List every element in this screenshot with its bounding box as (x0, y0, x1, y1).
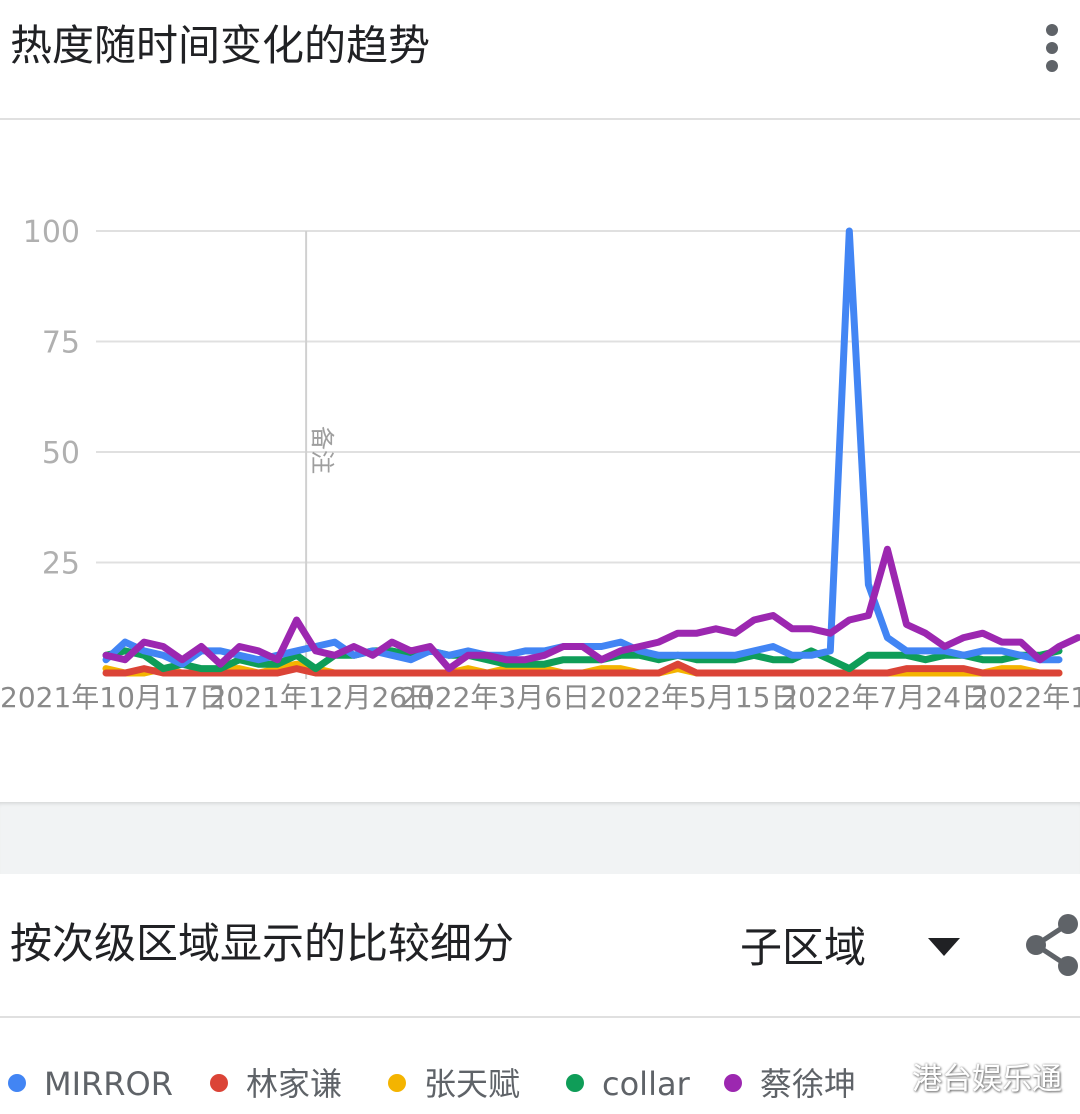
y-tick-label: 50 (42, 436, 80, 471)
more-vert-icon[interactable] (1038, 22, 1066, 74)
chart-legend: MIRROR 林家谦 张天赋 collar 蔡徐坤 (0, 1058, 1080, 1114)
x-tick-label: 2022年5月15日 (590, 681, 799, 714)
legend-dot (210, 1074, 228, 1092)
subregion-select[interactable]: 子区域 (740, 923, 867, 972)
series-line-MIRROR (102, 227, 1063, 668)
series-line-林家谦 (102, 660, 1063, 677)
y-tick-label: 25 (42, 547, 80, 582)
legend-item-lin-jiaqian[interactable]: 林家谦 (210, 1058, 342, 1110)
legend-label: 张天赋 (424, 1065, 521, 1103)
series-line-collar (102, 647, 1063, 673)
legend-label: collar (602, 1065, 690, 1103)
watermark: 港台娱乐通 (912, 1062, 1062, 1097)
y-tick-label: 100 (23, 215, 80, 250)
x-tick-label: 2021年10月17日 (0, 681, 227, 714)
x-tick-label: 2022年10 (971, 681, 1080, 714)
legend-item-mirror[interactable]: MIRROR (8, 1058, 173, 1110)
header-divider (0, 118, 1080, 120)
series-line-蔡徐坤 (102, 545, 1080, 673)
x-tick-label: 2022年3月6日 (399, 681, 590, 714)
legend-item-cai-xukun[interactable]: 蔡徐坤 (724, 1058, 856, 1110)
legend-dot (8, 1074, 26, 1092)
page-title: 热度随时间变化的趋势 (10, 21, 431, 70)
x-tick-label: 2021年12月26日 (209, 681, 436, 714)
legend-item-zhang-tianfu[interactable]: 张天赋 (388, 1058, 520, 1110)
legend-dot (566, 1074, 584, 1092)
triangle-down-icon[interactable] (928, 938, 960, 956)
legend-item-collar[interactable]: collar (566, 1058, 690, 1110)
x-tick-label: 2022年7月24日 (780, 681, 989, 714)
breakdown-divider (0, 1016, 1080, 1018)
section-gap (0, 802, 1080, 874)
annotation-label: 备注 (308, 426, 336, 474)
y-tick-label: 75 (42, 326, 80, 361)
legend-label: 蔡徐坤 (760, 1065, 857, 1103)
legend-dot (388, 1074, 406, 1092)
trend-line-chart[interactable]: 100 75 50 25 备注 2021年10月17日2021年12月26日2022年3月… (0, 120, 1080, 802)
legend-dot (724, 1074, 742, 1092)
share-icon[interactable] (1022, 912, 1080, 978)
legend-label: 林家谦 (246, 1065, 343, 1103)
breakdown-title: 按次级区域显示的比较细分 (10, 919, 515, 968)
trend-card: 热度随时间变化的趋势 100 75 50 25 备注 2021年10月17日 2021年12… (0, 21, 1080, 802)
legend-label: MIRROR (44, 1065, 173, 1103)
